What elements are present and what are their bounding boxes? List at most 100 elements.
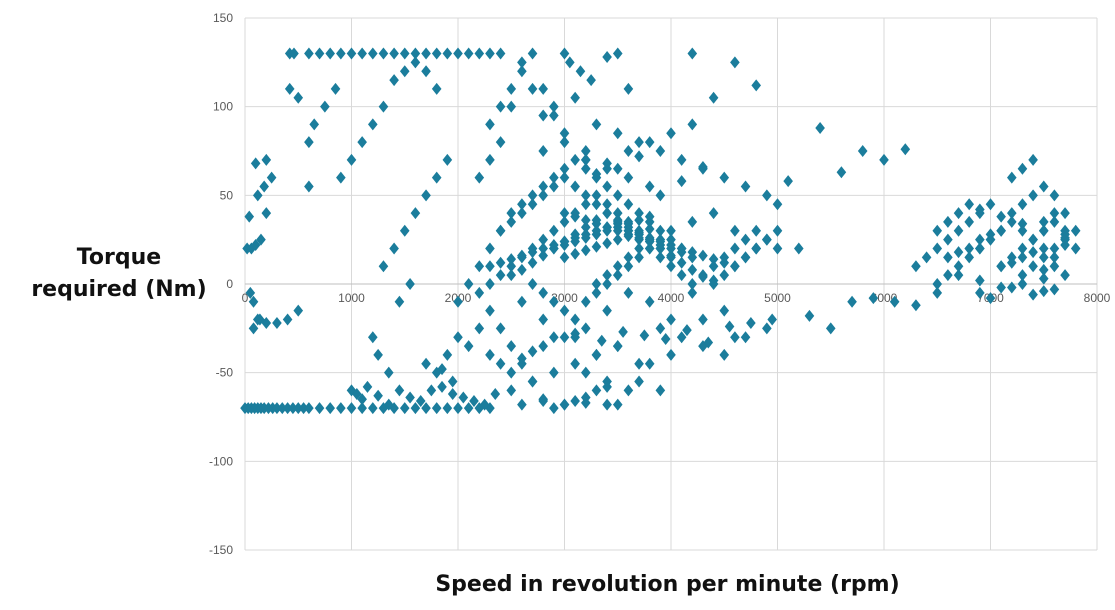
data-point <box>570 357 580 370</box>
data-point <box>964 215 974 228</box>
data-point <box>559 398 570 411</box>
data-point <box>559 136 570 149</box>
data-point <box>911 260 921 273</box>
data-point <box>602 304 612 317</box>
data-point <box>453 331 463 344</box>
data-point <box>538 340 548 353</box>
data-point <box>644 136 655 149</box>
data-point <box>1038 251 1049 264</box>
data-point <box>708 278 719 290</box>
data-point <box>549 295 559 308</box>
data-point <box>794 242 804 255</box>
x-axis-label: Speed in revolution per minute (rpm) <box>435 572 900 597</box>
data-point <box>719 269 730 282</box>
data-point <box>549 242 559 255</box>
data-point <box>527 82 538 95</box>
data-point <box>405 391 415 404</box>
data-point <box>639 329 650 342</box>
data-point <box>1049 242 1060 255</box>
data-point <box>517 398 527 411</box>
data-point <box>517 207 527 220</box>
data-point <box>857 145 868 157</box>
data-point <box>687 47 698 60</box>
data-point <box>549 180 559 193</box>
data-point <box>964 251 974 264</box>
data-point <box>453 47 463 60</box>
data-point <box>623 228 634 241</box>
data-point <box>602 269 612 282</box>
data-point <box>538 82 548 95</box>
data-point <box>1017 198 1028 211</box>
data-point <box>527 47 538 60</box>
data-point <box>538 249 548 262</box>
data-point <box>485 153 495 166</box>
data-point <box>602 237 612 250</box>
data-point <box>612 162 623 175</box>
data-point <box>932 278 943 290</box>
data-point <box>559 127 570 140</box>
y-tick-label: 150 <box>213 11 233 25</box>
data-point <box>284 82 295 95</box>
data-point <box>421 47 431 60</box>
data-point <box>346 47 357 60</box>
data-point <box>1038 263 1049 276</box>
data-point <box>623 286 634 299</box>
data-point <box>623 251 634 264</box>
data-point <box>687 251 698 264</box>
data-point <box>506 269 517 282</box>
data-point <box>245 286 256 299</box>
data-point <box>602 375 612 388</box>
data-point <box>602 51 612 64</box>
data-point <box>357 136 367 149</box>
y-tick-label: -50 <box>216 366 234 380</box>
data-point <box>1028 260 1038 273</box>
data-point <box>868 292 879 305</box>
y-tick-label: 0 <box>226 277 233 291</box>
data-point <box>1038 272 1049 285</box>
data-point <box>932 286 943 299</box>
data-point <box>506 340 517 353</box>
data-point <box>373 348 383 361</box>
data-point <box>591 348 602 361</box>
y-tick-label: 100 <box>213 100 233 114</box>
data-point <box>252 313 263 326</box>
data-point <box>740 331 751 344</box>
data-point <box>964 198 974 211</box>
data-point <box>570 228 580 241</box>
data-point <box>1028 153 1038 166</box>
data-point <box>1017 224 1028 237</box>
data-point <box>261 153 272 166</box>
data-point <box>591 198 602 211</box>
data-point <box>847 295 857 308</box>
data-point <box>836 166 847 179</box>
data-point <box>581 162 591 175</box>
data-point <box>244 210 255 223</box>
data-point <box>336 171 346 184</box>
data-point <box>708 260 719 273</box>
data-point <box>655 322 666 335</box>
data-point <box>389 47 399 60</box>
y-axis-label: Torque required (Nm) <box>0 242 238 306</box>
data-point <box>719 171 730 184</box>
data-point <box>676 331 687 344</box>
data-point <box>644 295 655 308</box>
data-point <box>559 238 570 251</box>
data-point <box>442 402 453 415</box>
data-point <box>431 171 442 184</box>
data-point <box>474 286 485 299</box>
data-point <box>804 309 815 322</box>
data-point <box>485 47 495 60</box>
data-point <box>655 238 666 251</box>
data-point <box>682 324 692 337</box>
data-point <box>943 233 953 246</box>
data-point <box>1007 281 1017 294</box>
data-point <box>975 274 985 287</box>
data-point <box>346 153 357 166</box>
y-tick-labels: -150 -100 -50 0 50 100 150 <box>209 11 233 557</box>
data-point <box>1049 215 1060 228</box>
data-point <box>703 336 714 349</box>
data-point <box>1017 162 1028 175</box>
data-point <box>634 214 644 227</box>
data-point <box>1038 180 1049 193</box>
data-point <box>442 348 453 361</box>
